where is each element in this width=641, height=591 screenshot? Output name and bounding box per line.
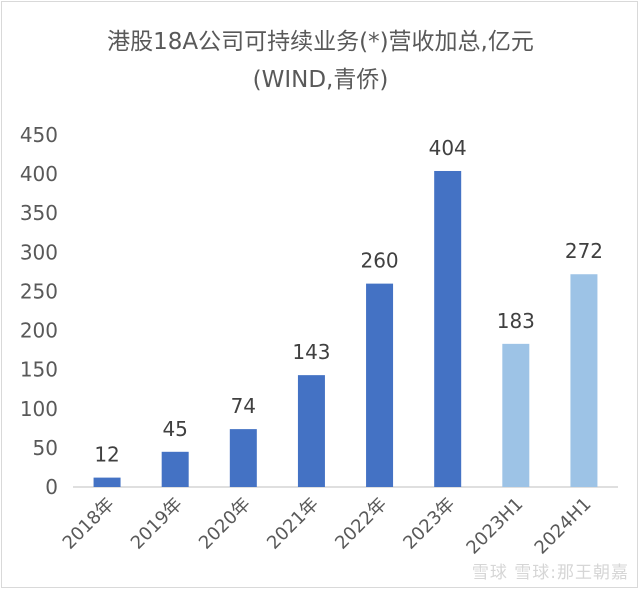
chart-title: 港股18A公司可持续业务(*)营收加总,亿元 bbox=[107, 29, 534, 55]
y-tick-label: 450 bbox=[20, 123, 58, 147]
bar bbox=[297, 375, 325, 487]
y-tick-label: 400 bbox=[20, 162, 58, 186]
x-tick-label: 2020年 bbox=[195, 494, 255, 554]
y-tick-label: 50 bbox=[33, 436, 58, 460]
x-tick-label: 2018年 bbox=[59, 494, 119, 554]
x-tick-label: 2021年 bbox=[263, 494, 323, 554]
bar bbox=[229, 429, 257, 487]
data-label: 404 bbox=[429, 136, 467, 160]
bar bbox=[502, 343, 530, 487]
x-tick-label: 2019年 bbox=[127, 494, 187, 554]
data-label: 12 bbox=[94, 443, 119, 467]
x-tick-label: 2023H1 bbox=[462, 494, 527, 559]
watermark-text: 雪球 雪球:那王朝嘉 bbox=[471, 563, 629, 583]
y-tick-label: 200 bbox=[20, 319, 58, 343]
y-tick-label: 100 bbox=[20, 397, 58, 421]
x-tick-label: 2024H1 bbox=[531, 494, 596, 559]
y-tick-label: 0 bbox=[45, 475, 58, 499]
x-tick-label: 2023年 bbox=[399, 494, 459, 554]
bar bbox=[434, 170, 462, 487]
data-label: 183 bbox=[497, 309, 535, 333]
data-label: 143 bbox=[292, 340, 330, 364]
data-label: 260 bbox=[360, 249, 398, 273]
data-label: 272 bbox=[565, 239, 603, 263]
bar bbox=[366, 283, 394, 487]
y-tick-label: 300 bbox=[20, 240, 58, 264]
y-tick-label: 150 bbox=[20, 358, 58, 382]
bar bbox=[93, 477, 121, 487]
data-label: 45 bbox=[162, 417, 187, 441]
y-tick-label: 350 bbox=[20, 201, 58, 225]
chart-subtitle: (WIND,青侨) bbox=[252, 67, 389, 93]
bar bbox=[161, 451, 189, 487]
x-tick-label: 2022年 bbox=[331, 494, 391, 554]
bar bbox=[570, 274, 598, 487]
data-label: 74 bbox=[231, 394, 256, 418]
y-tick-label: 250 bbox=[20, 279, 58, 303]
